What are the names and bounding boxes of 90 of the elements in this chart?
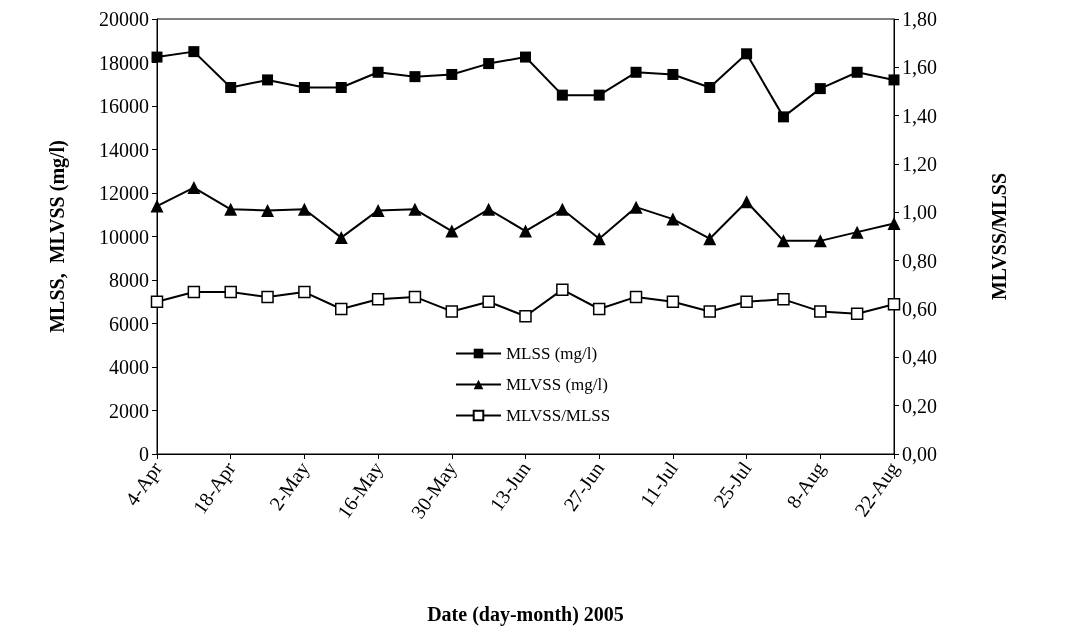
point: [483, 58, 495, 70]
point: [371, 203, 385, 217]
point: [740, 295, 753, 308]
y2-tick-label: 0,40: [902, 346, 937, 369]
y2-tick-label: 1,20: [902, 153, 937, 175]
point: [629, 200, 643, 214]
point: [888, 74, 900, 86]
point: [556, 89, 568, 101]
point: [887, 216, 901, 230]
point: [741, 48, 753, 60]
point: [151, 51, 163, 63]
point: [408, 290, 422, 304]
point: [703, 232, 717, 246]
point: [777, 293, 790, 306]
y2-tick-label: 1,40: [902, 104, 937, 127]
point: [666, 295, 680, 308]
y-axis-title: MLSS, MLVSS (mg/l): [46, 140, 69, 333]
point: [851, 66, 863, 78]
point: [850, 225, 864, 239]
point: [409, 71, 421, 83]
point: [814, 83, 826, 95]
point: [814, 305, 827, 318]
point: [225, 82, 237, 94]
point: [261, 290, 274, 304]
y-tick-label: 2000: [109, 399, 149, 422]
point: [371, 293, 385, 306]
point: [224, 285, 237, 299]
point: [187, 181, 201, 195]
y-tick-label: 16000: [99, 95, 149, 117]
point: [408, 202, 422, 216]
y-tick-label: 8000: [109, 269, 149, 291]
point: [777, 111, 789, 123]
point: [445, 305, 459, 318]
x-axis-title: Date (day-month) 2005: [427, 603, 624, 626]
point: [592, 232, 606, 246]
y2-axis-title: MLVSS/MLSS: [988, 172, 1010, 301]
point: [776, 234, 790, 248]
point: [150, 295, 164, 308]
point: [593, 89, 605, 101]
y-tick-label: 12000: [99, 182, 149, 204]
point: [850, 307, 864, 321]
point: [188, 46, 200, 58]
point: [555, 202, 569, 216]
y-tick-label: 6000: [109, 312, 149, 335]
point: [519, 310, 532, 323]
point: [298, 82, 310, 94]
y-tick-label: 0: [139, 443, 149, 465]
point: [261, 203, 275, 217]
point: [335, 82, 347, 94]
point: [519, 224, 532, 238]
y2-tick-label: 0,60: [902, 298, 937, 320]
point: [224, 202, 238, 216]
point: [703, 305, 716, 318]
y-tick-label: 14000: [99, 138, 149, 161]
point: [630, 66, 642, 78]
legend-label: MLVSS (mg/l): [506, 375, 608, 394]
point: [813, 234, 827, 248]
point: [445, 224, 459, 238]
y-tick-label: 4000: [109, 356, 149, 378]
point: [629, 290, 643, 304]
y2-tick-label: 0,80: [902, 249, 937, 272]
y-tick-label: 10000: [99, 225, 149, 248]
y2-tick-label: 0,20: [902, 394, 937, 417]
point: [262, 74, 274, 86]
y-tick-label: 20000: [99, 8, 149, 30]
point: [150, 199, 164, 213]
point: [335, 302, 348, 316]
y2-tick-label: 1,60: [902, 56, 937, 79]
point: [372, 66, 384, 78]
legend-label: MLSS (mg/l): [506, 344, 598, 363]
point: [520, 51, 531, 63]
y2-tick-label: 0,00: [902, 443, 937, 465]
point: [297, 202, 311, 216]
point: [704, 82, 716, 94]
point: [482, 202, 496, 216]
point: [298, 285, 311, 299]
y2-tick-label: 1,00: [902, 201, 937, 224]
y2-tick-label: 1,80: [902, 8, 937, 30]
point: [592, 302, 606, 316]
point: [482, 295, 495, 308]
point: [334, 231, 348, 245]
point: [887, 297, 901, 311]
y-tick-label: 18000: [99, 51, 149, 74]
point: [556, 283, 569, 296]
point: [666, 212, 680, 226]
point: [446, 68, 458, 80]
point: [667, 68, 679, 80]
point: [187, 285, 201, 299]
legend-label: MLVSS/MLSS: [506, 406, 611, 425]
point: [740, 195, 754, 209]
